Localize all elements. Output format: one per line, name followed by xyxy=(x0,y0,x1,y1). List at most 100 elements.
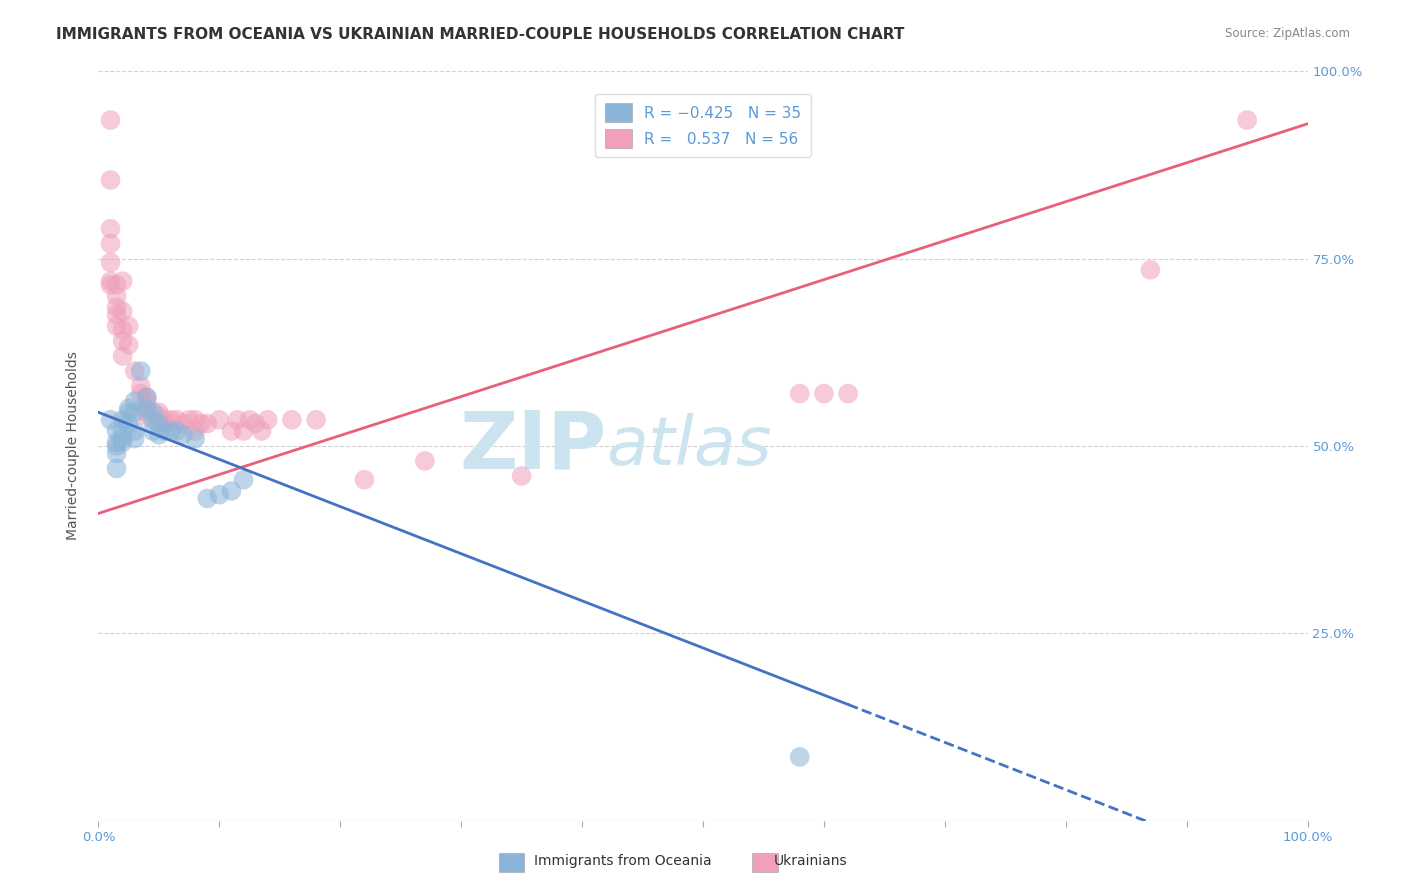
Point xyxy=(100,221,122,235)
Text: Immigrants from Oceania: Immigrants from Oceania xyxy=(534,854,711,868)
Point xyxy=(111,424,134,438)
Point xyxy=(184,413,207,427)
Point xyxy=(232,424,254,438)
Point xyxy=(153,413,176,427)
Point xyxy=(153,417,176,431)
Point xyxy=(256,413,278,427)
Point xyxy=(353,473,375,487)
Point xyxy=(142,424,165,438)
Point xyxy=(100,236,122,251)
Point xyxy=(184,432,207,446)
Point xyxy=(105,301,128,315)
Point xyxy=(118,319,141,334)
Point xyxy=(837,386,859,401)
Point xyxy=(184,424,207,438)
Point xyxy=(166,424,188,438)
Point xyxy=(208,488,231,502)
Point xyxy=(111,323,134,337)
Point xyxy=(135,401,157,416)
Text: atlas: atlas xyxy=(606,413,772,479)
Point xyxy=(124,405,146,419)
Point xyxy=(135,390,157,404)
Point xyxy=(118,401,141,416)
Point xyxy=(111,274,134,288)
Text: Source: ZipAtlas.com: Source: ZipAtlas.com xyxy=(1225,27,1350,40)
Point xyxy=(135,394,157,409)
Point xyxy=(118,338,141,352)
Point xyxy=(135,405,157,419)
Point xyxy=(789,386,811,401)
Point xyxy=(105,461,128,475)
Point xyxy=(111,432,134,446)
Point xyxy=(111,334,134,348)
Point xyxy=(105,435,128,450)
Point xyxy=(129,364,152,378)
Point xyxy=(1236,113,1258,128)
Point xyxy=(105,319,128,334)
Point xyxy=(1139,263,1161,277)
Point xyxy=(789,750,811,764)
Point xyxy=(105,277,128,292)
Point xyxy=(172,417,194,431)
Point xyxy=(148,405,170,419)
Point xyxy=(166,413,188,427)
Point xyxy=(105,308,128,322)
Point xyxy=(413,454,436,468)
Point xyxy=(100,413,122,427)
Point xyxy=(118,405,141,419)
Y-axis label: Married-couple Households: Married-couple Households xyxy=(66,351,80,541)
Point xyxy=(153,424,176,438)
Point xyxy=(105,424,128,438)
Point xyxy=(142,405,165,419)
Point xyxy=(305,413,328,427)
Text: ZIP: ZIP xyxy=(458,407,606,485)
Point xyxy=(105,289,128,303)
Point xyxy=(148,409,170,423)
Point xyxy=(100,277,122,292)
Point xyxy=(124,394,146,409)
Point xyxy=(100,274,122,288)
Bar xyxy=(752,853,778,872)
Point xyxy=(179,413,201,427)
Point xyxy=(245,417,267,431)
Point xyxy=(813,386,835,401)
Text: Ukrainians: Ukrainians xyxy=(773,854,846,868)
Point xyxy=(250,424,273,438)
Point xyxy=(129,386,152,401)
Point xyxy=(124,364,146,378)
Point xyxy=(111,349,134,363)
Point xyxy=(208,413,231,427)
Point xyxy=(195,491,218,506)
Point xyxy=(172,427,194,442)
Point xyxy=(226,413,249,427)
Point xyxy=(281,413,304,427)
Point xyxy=(111,435,134,450)
Point xyxy=(135,409,157,423)
Point xyxy=(100,113,122,128)
Point xyxy=(190,417,212,431)
Point xyxy=(510,469,533,483)
Point xyxy=(111,413,134,427)
Point xyxy=(142,413,165,427)
Point xyxy=(221,483,243,498)
Point xyxy=(195,417,218,431)
Point xyxy=(111,304,134,318)
Point xyxy=(100,173,122,187)
Point xyxy=(239,413,262,427)
Legend: R = −0.425   N = 35, R =   0.537   N = 56: R = −0.425 N = 35, R = 0.537 N = 56 xyxy=(595,94,811,157)
Point xyxy=(148,427,170,442)
Point xyxy=(221,424,243,438)
Point xyxy=(105,446,128,460)
Point xyxy=(148,417,170,431)
Bar xyxy=(499,853,524,872)
Point xyxy=(105,439,128,453)
Point xyxy=(160,424,183,438)
Point xyxy=(232,473,254,487)
Point xyxy=(160,413,183,427)
Point xyxy=(124,424,146,438)
Point xyxy=(118,417,141,431)
Text: IMMIGRANTS FROM OCEANIA VS UKRAINIAN MARRIED-COUPLE HOUSEHOLDS CORRELATION CHART: IMMIGRANTS FROM OCEANIA VS UKRAINIAN MAR… xyxy=(56,27,904,42)
Point xyxy=(129,379,152,393)
Point xyxy=(135,390,157,404)
Point xyxy=(100,255,122,269)
